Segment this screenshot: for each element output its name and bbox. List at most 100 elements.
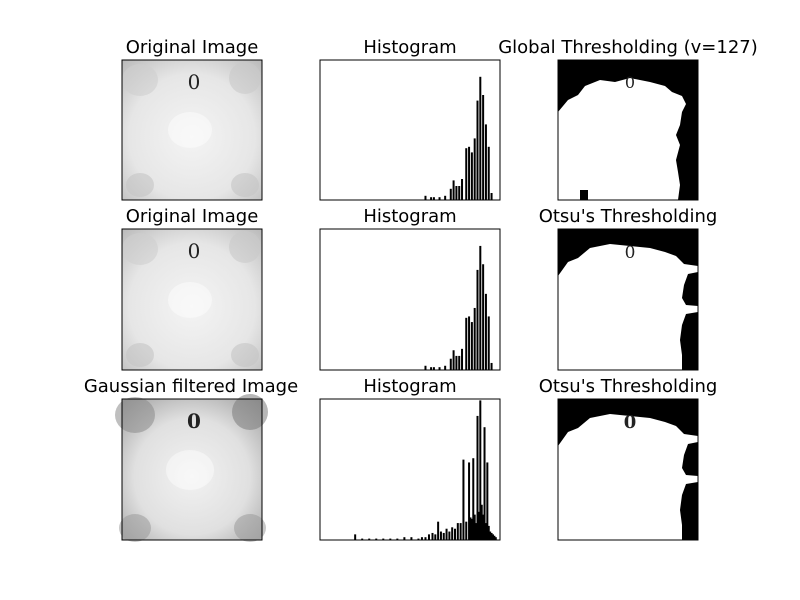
histogram-bar — [468, 462, 471, 540]
histogram-bar — [444, 195, 447, 200]
histogram-panel-row3 — [319, 398, 501, 541]
histogram-bars-row2 — [424, 245, 493, 370]
histogram-bar — [482, 264, 485, 370]
histogram-bar — [465, 521, 468, 540]
histogram-bar — [476, 269, 479, 370]
histogram-bar — [451, 527, 454, 540]
histogram-bar — [438, 367, 441, 370]
histogram-bar — [469, 517, 472, 540]
histogram-bar — [470, 322, 473, 370]
threshold-title-row2: Otsu's Thresholding — [539, 206, 718, 227]
histogram-bar — [462, 459, 465, 540]
image-title-row2: Original Image — [126, 206, 259, 227]
histogram-bar — [430, 197, 433, 200]
histogram-bar — [472, 458, 475, 540]
image-char-row3: 0 — [187, 409, 201, 433]
histogram-bar — [368, 538, 371, 540]
threshold-char-row1: 0 — [625, 73, 635, 92]
histogram-bar — [489, 531, 492, 540]
histogram-bar — [424, 195, 427, 200]
histogram-bar — [490, 362, 493, 370]
image-char-row2: 0 — [188, 239, 201, 263]
original-image-panel-row2: 0 — [121, 228, 263, 371]
histogram-bar — [487, 525, 490, 540]
histogram-bar — [475, 523, 478, 540]
histogram-bar — [458, 186, 461, 200]
histogram-bar — [444, 365, 447, 370]
histogram-bar — [465, 317, 468, 370]
histogram-bar — [480, 504, 483, 540]
histogram-bar — [432, 367, 435, 370]
image-title-row3: Gaussian filtered Image — [84, 376, 298, 397]
threshold-char-row2: 0 — [625, 243, 636, 263]
histogram-bar — [470, 518, 473, 540]
gaussian-image-panel-row3: 0 — [115, 394, 268, 542]
histogram-bar — [449, 358, 452, 370]
histogram-bar — [438, 197, 441, 200]
histogram-bar — [375, 538, 378, 540]
histogram-bars-row3 — [354, 400, 497, 540]
threshold-char-row3: 0 — [624, 412, 637, 433]
histogram-bar — [486, 462, 489, 540]
histogram-bar — [470, 152, 473, 200]
histogram-bar — [437, 521, 440, 540]
histogram-bar — [424, 365, 427, 370]
histogram-bar — [439, 531, 442, 540]
histogram-bar — [487, 146, 490, 200]
histogram-bar — [479, 76, 482, 200]
histogram-bar — [410, 537, 413, 540]
histogram-bar — [361, 538, 364, 540]
histogram-bar — [420, 537, 423, 540]
histogram-bar — [449, 188, 452, 200]
histogram-bar — [479, 400, 482, 540]
histogram-bar — [479, 245, 482, 370]
image-char-row1: 0 — [188, 70, 201, 94]
histogram-bar — [431, 532, 434, 540]
histogram-bar — [396, 538, 399, 540]
histogram-bar — [442, 532, 445, 540]
image-title-row1: Original Image — [126, 37, 259, 58]
histogram-bar — [491, 534, 494, 540]
histogram-bar — [403, 537, 406, 540]
histogram-bar — [476, 100, 479, 200]
histogram-bar — [434, 534, 437, 540]
histogram-bar — [490, 532, 493, 540]
threshold-panel-row2: 0 — [557, 228, 699, 371]
histogram-bar — [424, 537, 427, 540]
histogram-bar — [454, 528, 456, 540]
histogram-bar — [484, 523, 487, 540]
histogram-panel-row2 — [319, 228, 501, 371]
histogram-bar — [473, 514, 476, 540]
histogram-bars-row1 — [424, 76, 493, 200]
histogram-bar — [465, 148, 468, 200]
histogram-bar — [494, 537, 497, 540]
histogram-bar — [458, 355, 461, 370]
histogram-bar — [493, 535, 496, 540]
histogram-bar — [468, 316, 471, 370]
histogram-bar — [490, 193, 493, 200]
histogram-bar — [468, 146, 471, 200]
histogram-bar — [477, 511, 480, 540]
histogram-bar — [461, 179, 464, 200]
histogram-bar — [354, 534, 357, 540]
histogram-bar — [461, 348, 464, 370]
histogram-bar — [455, 355, 458, 370]
histogram-bar — [487, 316, 490, 370]
histogram-bar — [482, 95, 485, 200]
original-image-panel-row1: 0 — [121, 59, 263, 201]
histogram-bar — [382, 538, 385, 540]
threshold-title-row3: Otsu's Thresholding — [539, 376, 718, 397]
histogram-bar — [484, 124, 487, 200]
histogram-bar — [484, 293, 487, 370]
histogram-bar — [473, 138, 476, 200]
histogram-panel-row1 — [319, 59, 501, 201]
histogram-bar — [482, 514, 485, 540]
histogram-bar — [452, 350, 455, 370]
histogram-bar — [473, 307, 476, 370]
histogram-title-row2: Histogram — [363, 206, 456, 227]
threshold-title-row1: Global Thresholding (v=127) — [498, 37, 758, 58]
histogram-bar — [430, 367, 433, 370]
histogram-bar — [432, 197, 435, 200]
histogram-bar — [445, 528, 448, 540]
